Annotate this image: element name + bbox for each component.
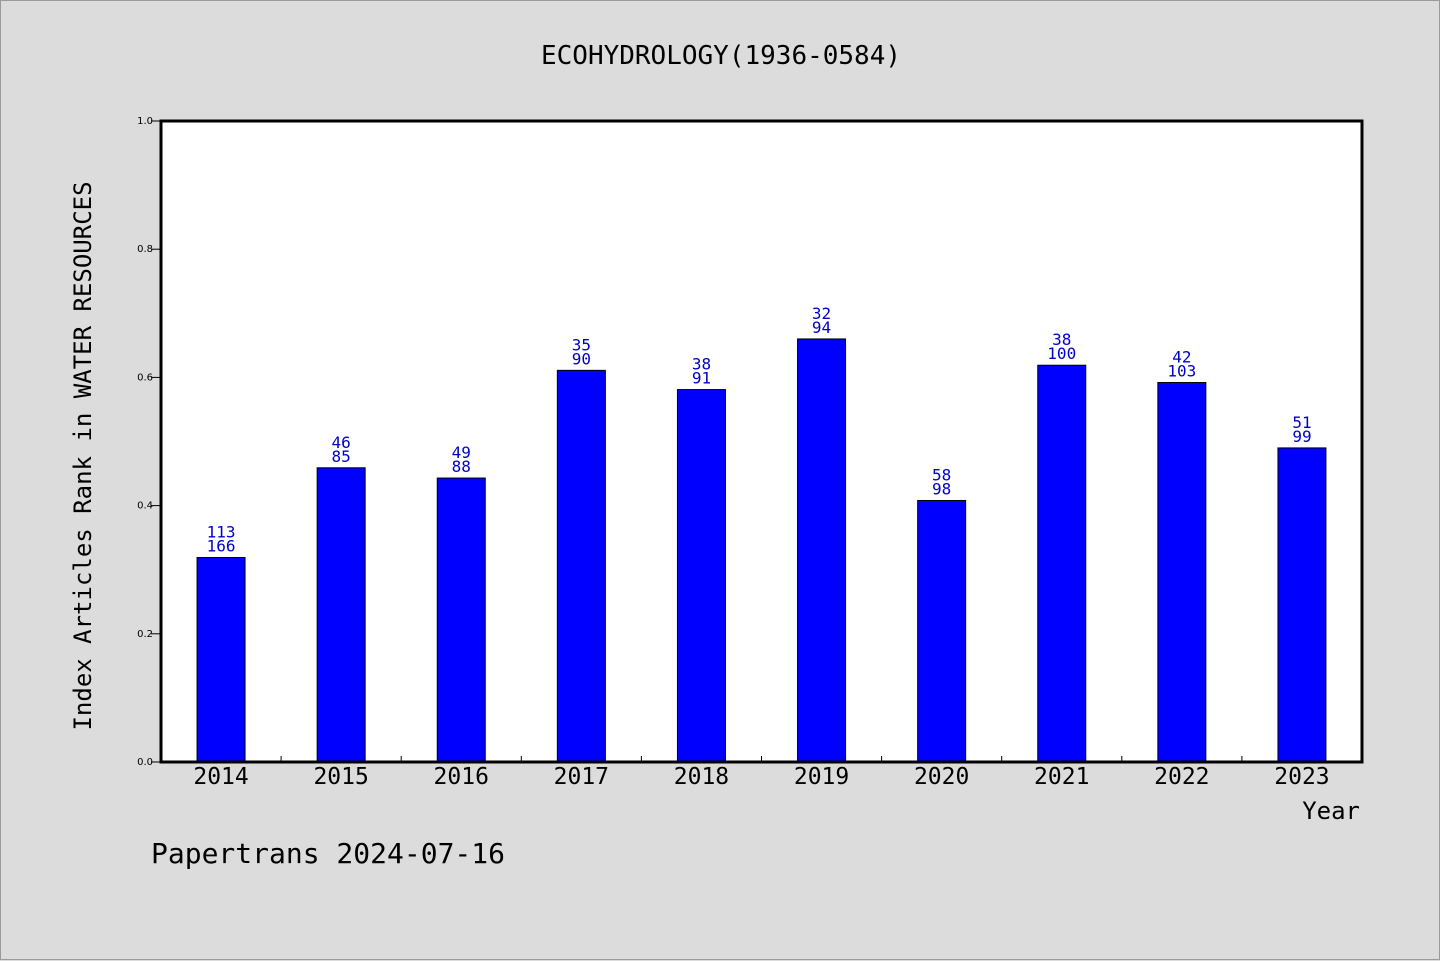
bar-label-top-2015: 46 xyxy=(332,433,351,452)
x-tick-label-2021: 2021 xyxy=(1034,764,1089,790)
x-tick-label-2022: 2022 xyxy=(1154,764,1209,790)
y-tick-label: 0.8 xyxy=(137,244,153,255)
x-tick-label-2023: 2023 xyxy=(1274,764,1329,790)
bar-label-top-2023: 51 xyxy=(1292,413,1311,432)
bar-label-bottom-2015: 85 xyxy=(332,447,351,466)
x-tick-label-2017: 2017 xyxy=(554,764,609,790)
bar-label-top-2018: 38 xyxy=(692,355,711,374)
x-tick-label-2014: 2014 xyxy=(193,764,248,790)
x-ticks-group: 2014 2015 2016 2017 2018 2019 2020 2021 2022 2023 xyxy=(193,756,1330,790)
y-tick-label: 0.4 xyxy=(137,501,153,512)
bar-2014 xyxy=(196,557,246,763)
x-tick-label-2016: 2016 xyxy=(434,764,489,790)
bar-label-bottom-2017: 90 xyxy=(572,349,591,368)
bar-label-top-2021: 38 xyxy=(1052,330,1071,349)
bar-label-bottom-2023: 99 xyxy=(1292,427,1311,446)
bar-label-bottom-2021: 100 xyxy=(1047,344,1076,363)
bar-label-bottom-2020: 98 xyxy=(932,479,951,498)
x-tick-label-2015: 2015 xyxy=(313,764,368,790)
bar-label-top-2017: 35 xyxy=(572,335,591,354)
bar-label-top-2022: 42 xyxy=(1172,348,1191,367)
x-tick-label-2018: 2018 xyxy=(674,764,729,790)
x-axis-label: Year xyxy=(1302,797,1360,825)
bar-2017 xyxy=(556,369,606,763)
bar-2022 xyxy=(1157,382,1207,763)
bar-label-top-2019: 32 xyxy=(812,304,831,323)
y-tick-label: 0.6 xyxy=(137,372,153,383)
bar-label-top-2014: 113 xyxy=(207,523,236,542)
bar-2015 xyxy=(316,467,366,763)
bar-2023 xyxy=(1277,447,1327,763)
plot-border xyxy=(159,119,1364,764)
bar-label-top-2020: 58 xyxy=(932,465,951,484)
bars-group xyxy=(196,338,1327,763)
y-tick-label: 0.2 xyxy=(137,629,153,640)
y-axis-label: Index Articles Rank in WATER RESOURCES xyxy=(69,181,97,730)
bar-label-bottom-2018: 91 xyxy=(692,369,711,388)
bar-label-bottom-2016: 88 xyxy=(452,457,471,476)
bar-label-bottom-2014: 166 xyxy=(207,537,236,556)
bar-2018 xyxy=(676,389,726,763)
bar-2020 xyxy=(917,499,967,763)
bar-2016 xyxy=(436,477,486,763)
y-tick-label: 1.0 xyxy=(137,116,153,127)
x-tick-label-2019: 2019 xyxy=(794,764,849,790)
y-ticks-group: 0.0 0.2 0.4 0.6 0.8 1.0 xyxy=(137,116,161,768)
bar-label-bottom-2019: 94 xyxy=(812,318,831,337)
bar-2019 xyxy=(797,338,847,763)
y-tick-label: 0.0 xyxy=(137,757,153,768)
chart-title: ECOHYDROLOGY(1936-0584) xyxy=(541,41,901,71)
bar-label-top-2016: 49 xyxy=(452,443,471,462)
bar-label-bottom-2022: 103 xyxy=(1167,362,1196,381)
x-tick-label-2020: 2020 xyxy=(914,764,969,790)
footer-text: Papertrans 2024-07-16 xyxy=(151,837,505,870)
bar-2021 xyxy=(1037,364,1087,763)
